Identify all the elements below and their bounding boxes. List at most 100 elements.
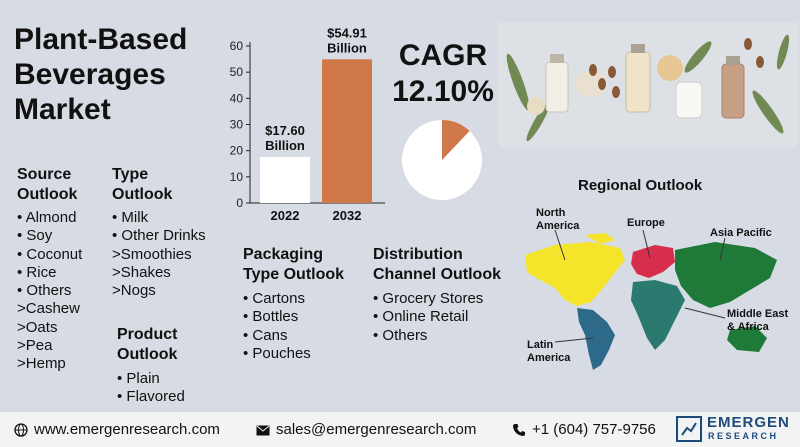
packaging-outlook-title-line-2: Type Outlook — [243, 266, 345, 283]
footer-website[interactable]: www.emergenresearch.com — [14, 421, 220, 438]
regional-outlook-title: Regional Outlook — [578, 177, 703, 194]
label-north-america-line-2: America — [536, 220, 580, 232]
source-outlook-title: Source Outlook — [17, 165, 77, 205]
page-title: Plant-Based Beverages Market — [14, 22, 187, 127]
globe-icon — [14, 423, 28, 437]
list-item: Grocery Stores — [373, 290, 483, 308]
phone-text: +1 (604) 757-9756 — [532, 421, 656, 438]
world-map — [525, 230, 777, 370]
source-outlook-list: Almond Soy Coconut Rice Others Cashew Oa… — [17, 209, 83, 374]
label-mea-line-2: & Africa — [727, 321, 769, 333]
data-label-unit: Billion — [265, 138, 305, 153]
list-item: Flavored — [117, 388, 184, 406]
region-latin-america — [577, 308, 615, 370]
footer-phone[interactable]: +1 (604) 757-9756 — [512, 421, 656, 438]
cagr-label: CAGR — [398, 39, 488, 72]
y-tick-label: 30 — [230, 118, 244, 132]
list-item: Cartons — [243, 290, 311, 308]
list-sub-item: Cashew — [17, 300, 82, 318]
list-sub-item: Shakes — [112, 264, 206, 282]
email-text: sales@emergenresearch.com — [276, 421, 477, 438]
distribution-outlook-title: Distribution Channel Outlook — [373, 245, 501, 285]
label-latin-america-line-2: America — [527, 352, 571, 364]
footer-email[interactable]: sales@emergenresearch.com — [256, 421, 476, 438]
logo-text-bottom: RESEARCH — [708, 431, 779, 441]
logo-mark-icon — [676, 416, 702, 442]
label-north-america: North America — [536, 207, 579, 233]
title-line-3: Market — [14, 93, 111, 126]
region-mea — [631, 280, 685, 350]
product-outlook-title-line-2: Outlook — [117, 346, 178, 363]
list-item: Coconut — [17, 246, 82, 264]
x-tick-label: 2022 — [271, 208, 300, 223]
product-photo — [498, 22, 798, 147]
phone-icon — [513, 424, 525, 437]
list-item: Cans — [243, 327, 311, 345]
emergen-logo: EMERGEN RESEARCH — [676, 415, 796, 445]
list-sub-item: Pea — [17, 337, 82, 355]
title-line-2: Beverages — [14, 58, 166, 91]
label-latin-america-line-1: Latin — [527, 339, 554, 351]
cagr-pie-chart — [402, 120, 482, 200]
data-label-unit: Billion — [327, 40, 367, 55]
list-sub-item: Nogs — [112, 282, 206, 300]
y-tick-label: 40 — [230, 91, 244, 105]
product-outlook-title-line-1: Product — [117, 326, 178, 343]
y-tick-label: 50 — [230, 65, 244, 79]
region-europe — [631, 245, 675, 278]
product-outlook-title: Product Outlook — [117, 325, 177, 365]
region-oceania — [727, 326, 767, 352]
list-sub-item: Oats — [17, 319, 82, 337]
type-outlook-title-line-1: Type — [112, 166, 149, 183]
cagr-block: CAGR 12.10% — [388, 38, 498, 110]
y-axis: 0 10 20 30 40 50 60 — [230, 39, 385, 210]
list-sub-item: Smoothies — [112, 246, 206, 264]
packaging-outlook-list: Cartons Bottles Cans Pouches — [243, 290, 311, 363]
bars-group — [260, 59, 372, 203]
data-label-value: $17.60 — [265, 123, 305, 138]
region-north-america — [525, 242, 625, 306]
list-item: Milk — [112, 209, 206, 227]
mail-icon — [256, 425, 270, 436]
data-label-value: $54.91 — [327, 25, 367, 40]
y-tick-label: 10 — [230, 170, 244, 184]
distribution-outlook-list: Grocery Stores Online Retail Others — [373, 290, 483, 345]
list-item: Pouches — [243, 345, 310, 363]
type-outlook-title: Type Outlook — [112, 165, 172, 205]
list-item: Plain — [117, 370, 185, 388]
label-north-america-line-1: North — [536, 207, 566, 219]
source-outlook-title-line-2: Outlook — [17, 186, 78, 203]
list-item: Other Drinks — [112, 227, 205, 245]
product-outlook-list: Plain Flavored — [117, 370, 185, 407]
list-item: Almond — [17, 209, 82, 227]
packaging-outlook-title-line-1: Packaging — [243, 246, 324, 263]
bar-2022 — [260, 156, 310, 203]
list-item: Others — [373, 327, 483, 345]
type-outlook-title-line-2: Outlook — [112, 186, 173, 203]
distribution-outlook-title-line-2: Channel Outlook — [373, 266, 501, 283]
y-tick-label: 0 — [236, 196, 243, 210]
label-asia-pacific: Asia Pacific — [710, 227, 772, 239]
x-tick-label: 2032 — [333, 208, 362, 223]
list-item: Soy — [17, 227, 82, 245]
label-europe: Europe — [627, 217, 665, 229]
type-outlook-list: Milk Other Drinks Smoothies Shakes Nogs — [112, 209, 206, 300]
title-line-1: Plant-Based — [14, 23, 188, 56]
region-asia-pacific — [675, 242, 777, 308]
list-item: Others — [17, 282, 82, 300]
region-north-america-islands — [585, 233, 615, 244]
footer-bar — [0, 412, 800, 447]
logo-text-top: EMERGEN — [707, 414, 790, 431]
bar-2032 — [322, 59, 372, 203]
cagr-value: 12.10% — [392, 75, 494, 108]
label-mea: Middle East & Africa — [727, 308, 788, 334]
pie-slice — [442, 120, 470, 160]
list-item: Bottles — [243, 308, 311, 326]
beverage-bottles-illustration — [506, 34, 790, 142]
label-mea-line-1: Middle East — [727, 308, 789, 320]
packaging-outlook-title: Packaging Type Outlook — [243, 245, 344, 285]
y-tick-label: 60 — [230, 39, 244, 53]
y-tick-label: 20 — [230, 144, 244, 158]
